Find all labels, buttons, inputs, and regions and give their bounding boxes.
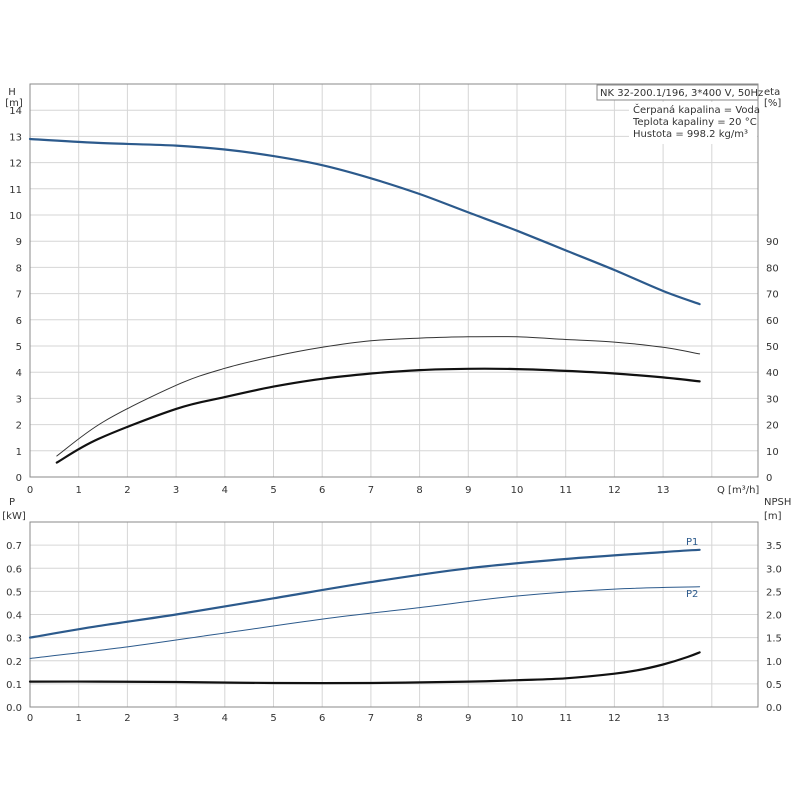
info-line: Teplota kapaliny = 20 °C xyxy=(632,117,757,128)
right-tick-label: 3.5 xyxy=(766,541,782,552)
x-tick-label: 8 xyxy=(416,713,422,724)
x-tick-label: 7 xyxy=(368,485,374,496)
left-tick-label: 0.2 xyxy=(6,657,22,668)
x-tick-label: 8 xyxy=(416,485,422,496)
right-tick-label: 1.0 xyxy=(766,657,782,668)
right-axis-title: eta xyxy=(764,87,780,98)
x-tick-label: 4 xyxy=(222,713,228,724)
left-tick-label: 3 xyxy=(16,394,22,405)
series-line-p2 xyxy=(29,586,701,659)
left-tick-label: 6 xyxy=(16,316,22,327)
left-tick-label: 12 xyxy=(9,159,22,170)
x-tick-label: 12 xyxy=(608,713,621,724)
left-axis-title: P xyxy=(9,497,15,508)
x-tick-label: 6 xyxy=(319,713,325,724)
x-tick-label: 6 xyxy=(319,485,325,496)
x-tick-label: 9 xyxy=(465,485,471,496)
left-tick-label: 8 xyxy=(16,263,22,274)
x-tick-label: 4 xyxy=(222,485,228,496)
left-tick-label: 4 xyxy=(16,368,22,379)
x-tick-label: 1 xyxy=(76,713,82,724)
x-tick-label: 13 xyxy=(657,485,670,496)
info-line: Čerpaná kapalina = Voda xyxy=(633,103,760,116)
left-tick-label: 0 xyxy=(16,473,22,484)
chart-panel-2: 0.0 0.1 0.2 0.3 0.4 0.5 0.6 0.7 P [kW] 0.0 0.5 1.0 1.… xyxy=(2,497,791,724)
x-tick-label: 5 xyxy=(270,485,276,496)
left-axis-title: H xyxy=(8,87,16,98)
right-tick-label: 0 xyxy=(766,473,772,484)
right-tick-label: 3.0 xyxy=(766,564,782,575)
x-tick-label: 1 xyxy=(76,485,82,496)
info-line: Hustota = 998.2 kg/m³ xyxy=(633,129,748,140)
x-tick-label: 9 xyxy=(465,713,471,724)
right-tick-label: 30 xyxy=(766,394,779,405)
right-tick-label: 20 xyxy=(766,421,779,432)
left-tick-label: 10 xyxy=(9,211,22,222)
x-tick-label: 2 xyxy=(124,713,130,724)
info-background xyxy=(629,102,757,144)
right-tick-label: 60 xyxy=(766,316,779,327)
series-line-p1 xyxy=(28,548,701,639)
x-tick-label: 12 xyxy=(608,485,621,496)
left-tick-label: 0.3 xyxy=(6,634,22,645)
series-label-p2: P2 xyxy=(686,589,698,600)
right-tick-label: 1.5 xyxy=(766,634,782,645)
x-tick-label: 5 xyxy=(270,713,276,724)
left-tick-label: 7 xyxy=(16,290,22,301)
left-tick-label: 2 xyxy=(16,421,22,432)
x-tick-label: 10 xyxy=(511,713,524,724)
x-tick-label: 7 xyxy=(368,713,374,724)
right-tick-label: 0.0 xyxy=(766,703,782,714)
right-tick-label: 2.5 xyxy=(766,587,782,598)
series-line-npsh xyxy=(28,651,701,685)
info-box: NK 32-200.1/196, 3*400 V, 50Hz Čerpaná ka… xyxy=(596,84,763,144)
grid-lines xyxy=(29,521,758,708)
chart-title: NK 32-200.1/196, 3*400 V, 50Hz xyxy=(600,88,763,99)
right-tick-label: 90 xyxy=(766,237,779,248)
x-tick-label: 0 xyxy=(27,713,33,724)
x-tick-label: 3 xyxy=(173,713,179,724)
left-tick-label: 13 xyxy=(9,132,22,143)
left-tick-label: 0.7 xyxy=(6,541,22,552)
x-tick-label: 10 xyxy=(511,485,524,496)
right-tick-label: 50 xyxy=(766,342,779,353)
right-tick-label: 10 xyxy=(766,447,779,458)
series-line-eta_thin xyxy=(56,336,701,457)
x-axis-label: Q [m³/h] xyxy=(717,485,759,496)
x-tick-label: 11 xyxy=(559,713,572,724)
right-tick-label: 0.5 xyxy=(766,680,782,691)
series-line-eta_thick xyxy=(55,367,701,464)
left-tick-label: 0.4 xyxy=(6,611,22,622)
left-tick-label: 0.5 xyxy=(6,587,22,598)
x-tick-label: 13 xyxy=(657,713,670,724)
right-tick-label: 70 xyxy=(766,290,779,301)
left-axis-unit: [m] xyxy=(5,98,23,109)
right-axis-unit: [%] xyxy=(764,98,781,109)
x-tick-label: 0 xyxy=(27,485,33,496)
plot-frame xyxy=(29,521,759,708)
right-axis-title: NPSH xyxy=(764,497,791,508)
left-tick-label: 0.6 xyxy=(6,564,22,575)
left-tick-label: 1 xyxy=(16,447,22,458)
left-axis-unit: [kW] xyxy=(2,511,26,522)
chart-panel-1: 01234567891011121314H[m]0102030405060708… xyxy=(5,83,781,496)
right-axis-unit: [m] xyxy=(764,511,782,522)
series-line-h xyxy=(28,137,701,306)
x-tick-label: 11 xyxy=(559,485,572,496)
left-tick-label: 0.0 xyxy=(6,703,22,714)
left-tick-label: 0.1 xyxy=(6,680,22,691)
right-tick-label: 40 xyxy=(766,368,779,379)
series-label-p1: P1 xyxy=(686,537,698,548)
x-tick-label: 2 xyxy=(124,485,130,496)
plot-frame xyxy=(29,83,759,478)
right-tick-label: 80 xyxy=(766,263,779,274)
left-tick-label: 9 xyxy=(16,237,22,248)
left-tick-label: 14 xyxy=(9,106,22,117)
left-tick-label: 5 xyxy=(16,342,22,353)
x-tick-label: 3 xyxy=(173,485,179,496)
title-box xyxy=(596,84,759,101)
right-tick-label: 2.0 xyxy=(766,611,782,622)
left-tick-label: 11 xyxy=(9,185,22,196)
